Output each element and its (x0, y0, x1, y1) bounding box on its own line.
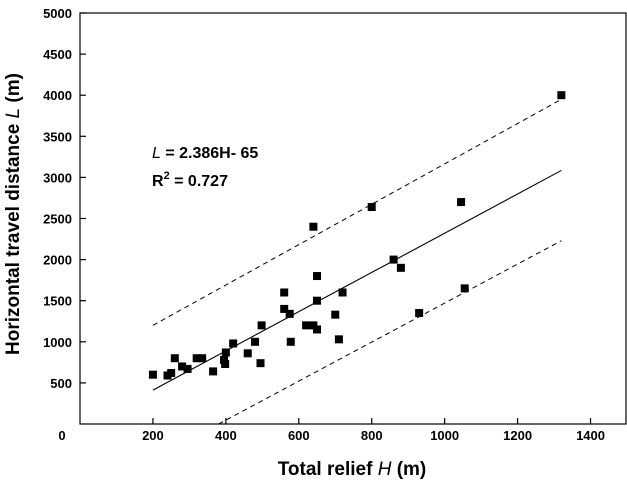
y-tick-label-3500: 3500 (43, 129, 72, 144)
y-tick-label-2500: 2500 (43, 212, 72, 227)
data-point (313, 325, 322, 334)
data-point (313, 272, 322, 281)
data-point (243, 349, 252, 358)
data-point (280, 288, 289, 297)
data-point (220, 355, 229, 364)
x-tick-label-600: 600 (288, 428, 310, 443)
data-point (309, 222, 318, 231)
y-tick-label-1000: 1000 (43, 335, 72, 350)
x-axis-ticks: 200 400 600 800 1000 1200 1400 (142, 418, 605, 443)
data-point (209, 367, 218, 376)
data-point (415, 309, 424, 318)
data-point (256, 359, 265, 368)
data-point (338, 288, 347, 297)
y-tick-label-3000: 3000 (43, 170, 72, 185)
upper-bound-line (152, 98, 562, 326)
data-point (257, 321, 266, 330)
data-point (557, 91, 566, 100)
data-point (221, 359, 230, 368)
regression-line-group (152, 169, 562, 391)
data-point (221, 348, 230, 357)
y-tick-label-1500: 1500 (43, 294, 72, 309)
data-point (167, 369, 176, 378)
data-points (148, 91, 566, 380)
data-point (389, 255, 398, 264)
data-point (331, 310, 340, 319)
data-point (183, 364, 192, 373)
lower-bound-line (218, 240, 562, 425)
prediction-bounds (152, 98, 562, 425)
data-point (367, 202, 376, 211)
x-tick-label-400: 400 (215, 428, 237, 443)
y-tick-label-500: 500 (50, 376, 72, 391)
data-point (198, 354, 207, 363)
data-point (229, 339, 238, 348)
data-point (457, 198, 466, 207)
x-axis-title: Total relief H (m) (278, 459, 427, 480)
x-tick-label-800: 800 (361, 428, 383, 443)
y-tick-label-5000: 5000 (43, 6, 72, 21)
data-point (460, 284, 469, 293)
x-tick-label-1400: 1400 (576, 428, 605, 443)
regression-line (152, 169, 562, 391)
r-squared-label: R2 = 0.727 (152, 170, 228, 190)
data-point (178, 362, 187, 371)
data-point (251, 337, 260, 346)
data-point (334, 335, 343, 344)
data-point (313, 296, 322, 305)
x-tick-label-1000: 1000 (430, 428, 459, 443)
equation-label: L = 2.386H- 65 (152, 145, 258, 162)
origin-label: 0 (58, 428, 65, 443)
data-point (170, 354, 179, 363)
y-axis-ticks: 500 1000 1500 2000 2500 3000 3500 4000 4500 5000 (43, 6, 86, 391)
data-point (148, 370, 157, 379)
y-tick-label-4000: 4000 (43, 88, 72, 103)
data-point (309, 321, 318, 330)
data-point (280, 304, 289, 313)
data-point (396, 263, 405, 272)
y-axis-title: Horizontal travel distance L (m) (3, 73, 24, 355)
data-point (302, 321, 311, 330)
x-tick-label-1200: 1200 (503, 428, 532, 443)
data-point (285, 309, 294, 318)
data-point (286, 337, 295, 346)
y-tick-label-4500: 4500 (43, 47, 72, 62)
data-point (192, 354, 201, 363)
y-tick-label-2000: 2000 (43, 253, 72, 268)
x-tick-label-200: 200 (142, 428, 164, 443)
